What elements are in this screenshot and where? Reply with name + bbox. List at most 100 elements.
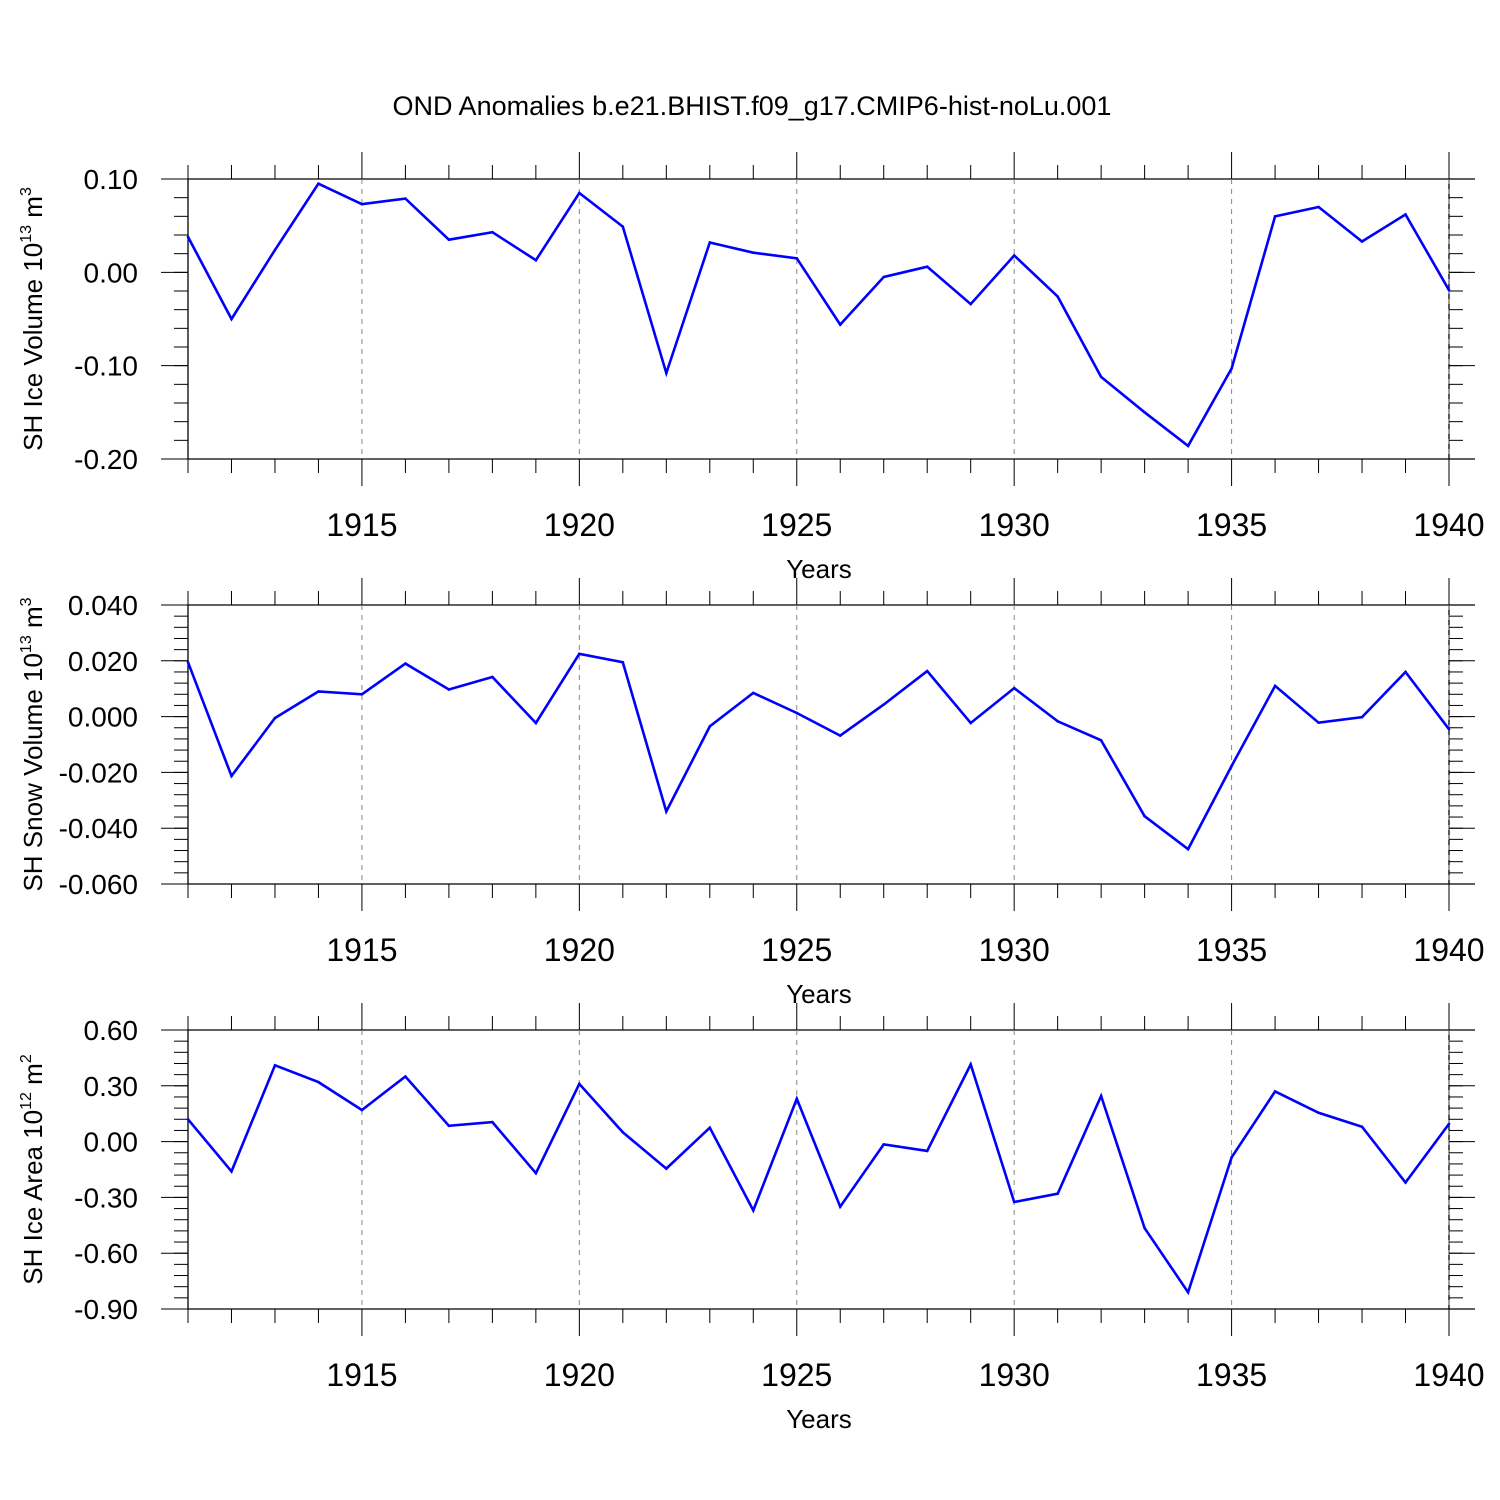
data-point (186, 235, 190, 239)
x-tick-label: 1920 (544, 1357, 615, 1393)
x-tick-label: 1915 (326, 932, 397, 968)
data-point (1056, 720, 1059, 723)
y-tick-label: 0.040 (68, 590, 138, 621)
y-tick-label: 0.10 (84, 164, 139, 195)
data-point (578, 1082, 581, 1086)
data-point (491, 1120, 494, 1124)
y-axis-label: SH Ice Volume 1013 m3 (18, 187, 48, 451)
y-tick-label: 0.000 (68, 702, 138, 733)
x-tick-label: 1930 (979, 932, 1050, 968)
data-point (1360, 1125, 1364, 1129)
data-point (708, 1126, 712, 1129)
data-point (665, 1167, 668, 1170)
y-axis-label-unit-exponent: 2 (18, 1054, 35, 1063)
data-point (273, 1064, 277, 1067)
data-point (1230, 1156, 1233, 1159)
data-point (1186, 847, 1190, 851)
data-point (317, 182, 320, 185)
x-tick-label: 1935 (1196, 1357, 1267, 1393)
data-point (273, 248, 277, 252)
data-point (665, 810, 668, 813)
data-point (491, 230, 494, 234)
x-tick-label: 1930 (979, 1357, 1050, 1393)
data-point (925, 265, 929, 269)
x-tick-label: 1925 (761, 1357, 832, 1393)
panel-3: 0.60 0.30 0.00 -0.30 -0.60 -0.90 1915 1920 1925 1… (18, 1003, 1485, 1434)
data-point (838, 323, 842, 326)
data-point (230, 774, 233, 778)
data-point (186, 660, 190, 664)
y-axis-label-text: SH Ice Volume 10 (18, 243, 48, 451)
data-point (795, 257, 799, 260)
data-point (925, 669, 929, 673)
data-point (1012, 254, 1016, 257)
data-point (1230, 764, 1233, 768)
data-point (273, 716, 277, 720)
data-point (1012, 686, 1016, 690)
data-point (404, 662, 407, 665)
data-point (447, 1124, 451, 1128)
y-tick-label: -0.60 (74, 1238, 138, 1269)
y-axis-label-unit: m (18, 196, 48, 225)
data-point (1186, 1290, 1190, 1294)
data-point (795, 711, 799, 715)
data-point (1143, 1226, 1146, 1230)
x-tick-label: 1940 (1413, 932, 1484, 968)
y-axis-label-exponent: 13 (18, 225, 35, 243)
y-axis-label-unit: m (18, 606, 48, 635)
series-line (186, 182, 1451, 448)
y-axis-label: SH Snow Volume 1013 m3 (18, 597, 48, 891)
data-point (969, 721, 972, 725)
y-tick-label: 0.30 (84, 1071, 139, 1102)
panel-1: 0.10 0.00 -0.10 -0.20 1915 1920 1925 1930 1935 19… (18, 152, 1485, 584)
data-point (534, 258, 538, 262)
data-point (1273, 215, 1277, 218)
data-point (969, 1063, 972, 1066)
data-point (1273, 1090, 1277, 1093)
x-tick-label: 1925 (761, 507, 832, 543)
data-point (404, 197, 407, 200)
data-point (751, 251, 755, 255)
data-point (1317, 1111, 1320, 1115)
data-point (1099, 739, 1103, 742)
data-point (1273, 684, 1277, 688)
data-point (534, 721, 538, 725)
x-tick-label: 1935 (1196, 507, 1267, 543)
x-axis-label: Years (786, 1404, 852, 1434)
data-point (925, 1149, 929, 1153)
data-point (621, 225, 625, 228)
y-tick-label: 0.020 (68, 646, 138, 677)
data-point (1317, 721, 1320, 725)
data-point (1404, 670, 1407, 674)
data-point (708, 241, 712, 244)
series-line (187, 1060, 1451, 1296)
x-tick-label: 1915 (326, 1357, 397, 1393)
x-axis-label: Years (786, 979, 852, 1009)
data-point (360, 692, 364, 696)
data-point (1143, 411, 1146, 414)
data-point (1056, 1192, 1059, 1195)
data-point (1056, 295, 1059, 298)
data-point (751, 691, 755, 695)
data-point (230, 317, 233, 321)
data-point (317, 690, 320, 693)
data-point (708, 725, 712, 728)
y-axis-label-unit-exponent: 3 (18, 597, 35, 606)
y-tick-label: 0.60 (84, 1015, 139, 1046)
data-point (1360, 240, 1364, 243)
data-point (1230, 367, 1233, 370)
data-point (1186, 444, 1190, 448)
data-point (838, 1205, 842, 1208)
data-point (1317, 205, 1320, 209)
data-point (186, 1117, 190, 1121)
data-point (882, 275, 886, 279)
x-tick-label: 1935 (1196, 932, 1267, 968)
data-point (1447, 727, 1451, 731)
y-axis-label-unit-exponent: 3 (18, 187, 35, 196)
data-point (882, 1143, 886, 1146)
x-axis-label: Years (786, 554, 852, 584)
x-tick-label: 1920 (544, 507, 615, 543)
y-tick-label: 0.00 (84, 1127, 139, 1158)
y-axis-label-exponent: 12 (18, 1092, 35, 1110)
data-point (317, 1080, 320, 1084)
